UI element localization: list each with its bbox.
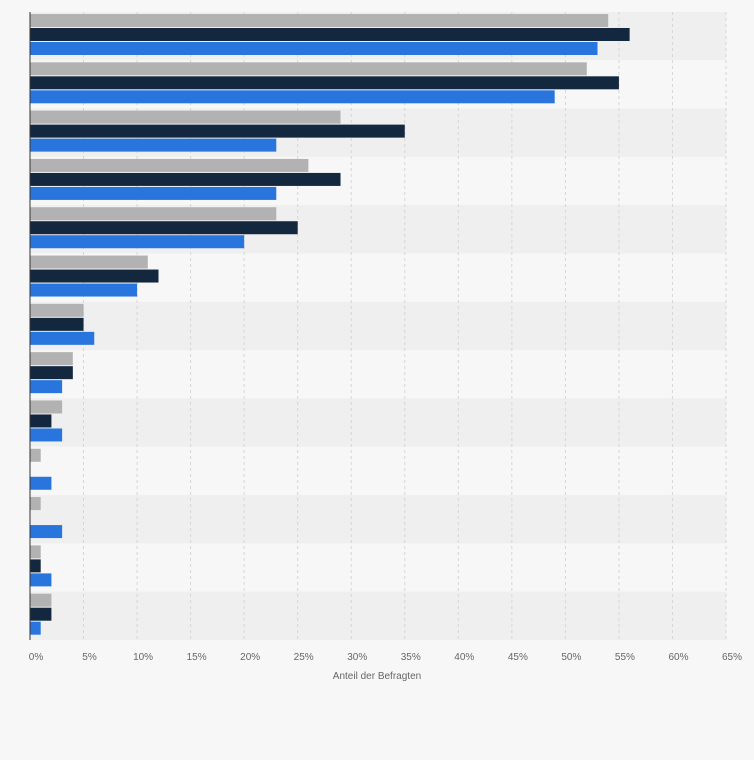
- bar[interactable]: [30, 255, 148, 269]
- x-tick-label: 65%: [722, 652, 742, 663]
- x-tick-labels: 0% 5% 10% 15% 20% 25% 30% 35% 40% 45% 50% 55% 60% 65%: [29, 652, 742, 663]
- x-tick-label: 50%: [561, 652, 581, 663]
- x-tick-label: 60%: [668, 652, 688, 663]
- x-tick-label: 20%: [240, 652, 260, 663]
- x-tick-label: 55%: [615, 652, 635, 663]
- bar[interactable]: [30, 14, 609, 27]
- bar[interactable]: [30, 269, 159, 283]
- bar[interactable]: [30, 525, 63, 539]
- bar[interactable]: [30, 593, 52, 607]
- row-bands: [30, 12, 726, 640]
- bar[interactable]: [30, 331, 95, 345]
- x-tick-label: 25%: [294, 652, 314, 663]
- x-tick-label: 0%: [29, 652, 44, 663]
- bar[interactable]: [30, 221, 298, 235]
- x-tick-label: 5%: [82, 652, 97, 663]
- bar[interactable]: [30, 380, 63, 394]
- bar[interactable]: [30, 90, 555, 104]
- bar[interactable]: [30, 545, 41, 559]
- row-band: [30, 591, 726, 640]
- bar[interactable]: [30, 28, 630, 41]
- bar[interactable]: [30, 158, 309, 172]
- bar[interactable]: [30, 62, 587, 76]
- bar[interactable]: [30, 448, 41, 462]
- bar[interactable]: [30, 76, 619, 90]
- x-tick-label: 30%: [347, 652, 367, 663]
- bar[interactable]: [30, 138, 277, 152]
- bar[interactable]: [30, 207, 277, 221]
- bar[interactable]: [30, 235, 245, 249]
- row-band: [30, 495, 726, 544]
- row-band: [30, 543, 726, 592]
- bar[interactable]: [30, 124, 405, 138]
- bar[interactable]: [30, 497, 41, 511]
- x-axis-title: Anteil der Befragten: [333, 671, 421, 682]
- bar[interactable]: [30, 283, 138, 297]
- bar[interactable]: [30, 317, 84, 331]
- bar[interactable]: [30, 476, 52, 490]
- bar[interactable]: [30, 573, 52, 587]
- row-band: [30, 446, 726, 496]
- bar[interactable]: [30, 303, 84, 317]
- bar[interactable]: [30, 400, 63, 414]
- x-tick-label: 45%: [508, 652, 528, 663]
- bar[interactable]: [30, 414, 52, 428]
- bar[interactable]: [30, 607, 52, 621]
- bar[interactable]: [30, 172, 341, 186]
- row-band: [30, 301, 726, 351]
- x-tick-label: 40%: [454, 652, 474, 663]
- bar[interactable]: [30, 110, 341, 124]
- bar[interactable]: [30, 42, 598, 55]
- bar[interactable]: [30, 428, 63, 442]
- row-band: [30, 398, 726, 447]
- x-tick-label: 35%: [401, 652, 421, 663]
- bar[interactable]: [30, 621, 41, 635]
- row-band: [30, 350, 726, 399]
- x-tick-label: 10%: [133, 652, 153, 663]
- x-tick-label: 15%: [187, 652, 207, 663]
- bar[interactable]: [30, 352, 73, 366]
- bar[interactable]: [30, 366, 73, 380]
- bar[interactable]: [30, 559, 41, 573]
- bar[interactable]: [30, 186, 277, 200]
- bars: [30, 14, 630, 635]
